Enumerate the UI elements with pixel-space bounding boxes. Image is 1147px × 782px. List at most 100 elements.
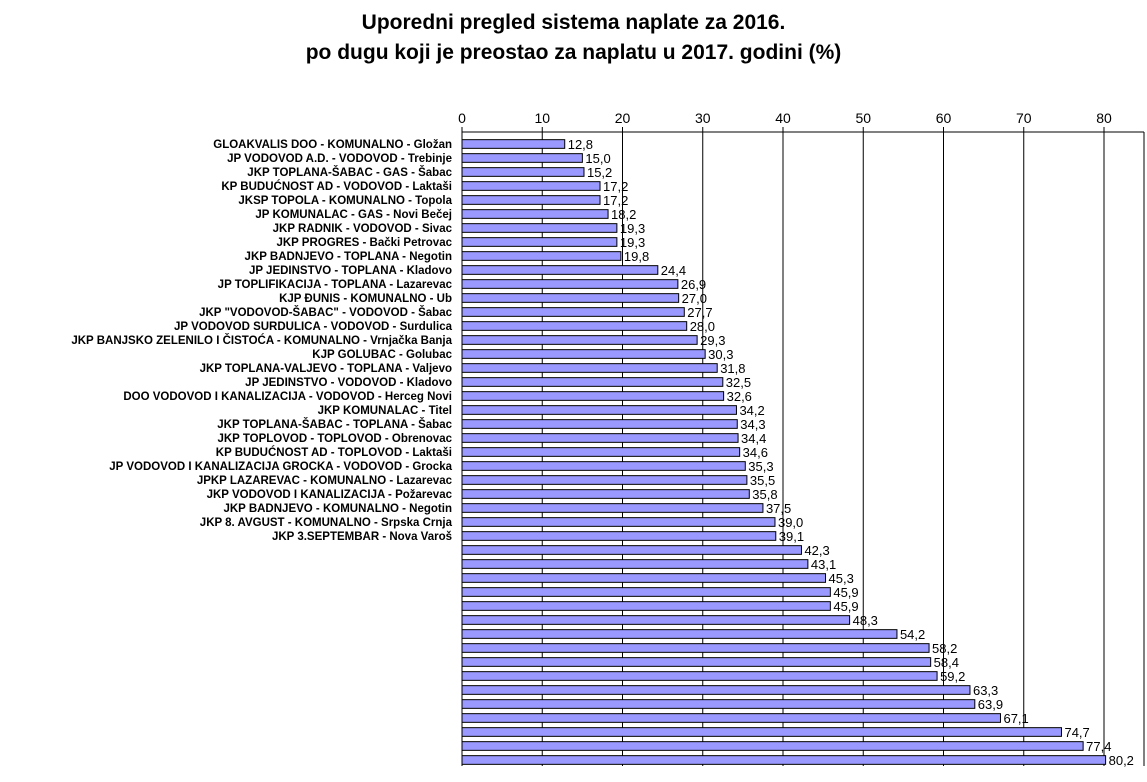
x-tick-label: 40 (775, 110, 791, 126)
category-label: KP BUDUĆNOST AD - VODOVOD - Laktaši (221, 180, 452, 193)
data-label: 37,5 (766, 501, 791, 516)
data-label: 48,3 (853, 613, 878, 628)
bar (461, 195, 601, 205)
bar (461, 447, 741, 457)
category-label: JP VODOVOD I KANALIZACIJA GROCKA - VODOV… (109, 461, 452, 473)
bar (461, 503, 764, 513)
category-label: JKP TOPLANA-ŠABAC - GAS - Šabac (247, 166, 452, 179)
data-label: 63,3 (973, 683, 998, 698)
bar (461, 139, 566, 149)
bar (461, 237, 618, 247)
category-label: JP VODOVOD A.D. - VODOVOD - Trebinje (227, 153, 452, 165)
data-label: 17,2 (603, 179, 628, 194)
category-label: JKP RADNIK - VODOVOD - Sivac (273, 223, 453, 235)
data-label: 45,9 (833, 599, 858, 614)
category-label: JP TOPLIFIKACIJA - TOPLANA - Lazarevac (218, 279, 453, 291)
data-label: 30,3 (708, 347, 733, 362)
chart-title-line-2: po dugu koji je preostao za naplatu u 20… (305, 41, 842, 64)
data-label: 58,4 (934, 655, 959, 670)
bar (461, 265, 659, 275)
category-label: KJP ĐUNIS - KOMUNALNO - Ub (279, 293, 452, 305)
data-label: 26,9 (681, 277, 706, 292)
bar (461, 251, 622, 261)
bar (461, 475, 748, 485)
bar (461, 363, 718, 373)
category-label: JKP TOPLOVOD - TOPLOVOD - Obrenovac (217, 433, 452, 445)
bar (461, 587, 831, 597)
data-label: 32,5 (726, 375, 751, 390)
bar (461, 419, 738, 429)
category-label: KP BUDUĆNOST AD - TOPLOVOD - Laktaši (216, 446, 452, 459)
x-tick-label: 70 (1016, 110, 1032, 126)
bar (461, 615, 851, 625)
category-label: GLOAKVALIS DOO - KOMUNALNO - Gložan (213, 139, 452, 151)
data-label: 19,3 (620, 221, 645, 236)
data-label: 42,3 (804, 543, 829, 558)
data-label: 74,7 (1064, 725, 1089, 740)
category-label: JKP TOPLANA-VALJEVO - TOPLANA - Valjevo (200, 363, 452, 375)
data-label: 18,2 (611, 207, 636, 222)
chart-title-line-1: Uporedni pregled sistema naplate za 2016… (361, 11, 786, 34)
bar (461, 559, 809, 569)
x-tick-label: 50 (855, 110, 871, 126)
data-label: 31,8 (720, 361, 745, 376)
data-label: 12,8 (568, 137, 593, 152)
x-tick-label: 30 (695, 110, 711, 126)
bar (461, 489, 750, 499)
category-label: JKP BADNJEVO - KOMUNALNO - Negotin (223, 503, 452, 515)
bar (461, 167, 585, 177)
bar (461, 755, 1107, 765)
bar (461, 629, 898, 639)
category-label: JKP KOMUNALAC - Titel (318, 405, 452, 417)
bar (461, 699, 976, 709)
data-label: 58,2 (932, 641, 957, 656)
data-label: 29,3 (700, 333, 725, 348)
data-label: 32,6 (727, 389, 752, 404)
category-label: JKP BADNJEVO - TOPLANA - Negotin (245, 251, 452, 263)
bar (461, 391, 725, 401)
bar (461, 685, 971, 695)
bar (461, 461, 746, 471)
bar (461, 727, 1062, 737)
category-label: JKP 3.SEPTEMBAR - Nova Varoš (272, 531, 452, 543)
data-label: 35,5 (750, 473, 775, 488)
data-label: 34,4 (741, 431, 766, 446)
bar (461, 377, 724, 387)
data-label: 17,2 (603, 193, 628, 208)
data-label: 24,4 (661, 263, 686, 278)
data-label: 15,0 (585, 151, 610, 166)
data-label: 34,2 (739, 403, 764, 418)
category-label: JKP VODOVOD I KANALIZACIJA - Požarevac (207, 489, 453, 501)
x-tick-label: 0 (458, 110, 466, 126)
bar (461, 713, 1001, 723)
labels: 0 10 20 30 40 50 60 70 80 12,8 GLOAKVALIS DOO - KO… (71, 110, 1134, 768)
data-label: 59,2 (940, 669, 965, 684)
data-label: 15,2 (587, 165, 612, 180)
bar (461, 657, 932, 667)
bar (461, 741, 1084, 751)
data-label: 19,3 (620, 235, 645, 250)
data-label: 39,0 (778, 515, 803, 530)
category-label: JKSP TOPOLA - KOMUNALNO - Topola (238, 195, 452, 207)
x-tick-label: 20 (615, 110, 631, 126)
chart-title: Uporedni pregled sistema naplate za 2016… (0, 8, 1147, 68)
data-label: 35,8 (752, 487, 777, 502)
category-label: JP JEDINSTVO - TOPLANA - Kladovo (249, 265, 452, 277)
category-label: JP JEDINSTVO - VODOVOD - Kladovo (245, 377, 452, 389)
data-label: 77,4 (1086, 739, 1111, 754)
data-label: 27,7 (687, 305, 712, 320)
x-tick-label: 10 (534, 110, 550, 126)
data-label: 35,3 (748, 459, 773, 474)
bar (461, 335, 698, 345)
data-label: 45,3 (829, 571, 854, 586)
bar (461, 545, 802, 555)
bar (461, 307, 685, 317)
x-tick-label: 60 (936, 110, 952, 126)
data-label: 28,0 (690, 319, 715, 334)
bar (461, 293, 680, 303)
bar (461, 671, 938, 681)
x-tick-label: 80 (1096, 110, 1112, 126)
data-label: 27,0 (682, 291, 707, 306)
bar (461, 433, 739, 443)
